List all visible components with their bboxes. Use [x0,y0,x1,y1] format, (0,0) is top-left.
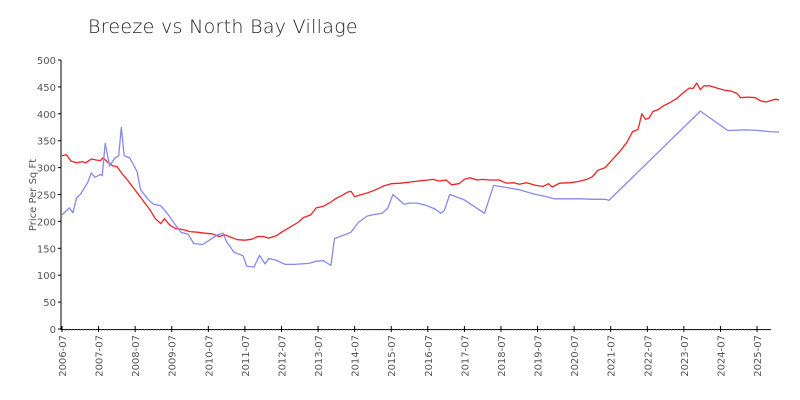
blue-series-line [61,110,780,268]
y-tick-label: 150 [37,244,56,255]
y-tick-label: 450 [37,83,56,94]
x-tick-label: 2022-07 [643,335,654,377]
x-tick-label: 2016-07 [424,335,435,377]
y-tick-label: 100 [37,271,56,282]
x-tick-label: 2008-07 [131,335,142,377]
x-tick-label: 2018-07 [497,335,508,377]
x-tick-label: 2007-07 [95,335,106,377]
x-tick-label: 2025-07 [753,335,764,377]
red-series-line [61,82,780,241]
y-axis-label: Price Per Sq Ft [28,159,39,231]
y-tick-label: 500 [37,56,56,67]
x-tick-label: 2020-07 [570,335,581,377]
x-tick-label: 2024-07 [716,335,727,377]
axes: 0 50 100 150 200 250 300 350 400 450 500 2006-07 200… [37,56,771,377]
chart-title: Breeze vs North Bay Village [88,16,358,38]
x-tick-label: 2009-07 [168,335,179,377]
x-tick-label: 2006-07 [58,335,69,377]
x-tick-label: 2013-07 [314,335,325,377]
x-tick-label: 2010-07 [204,335,215,377]
y-tick-label: 250 [37,191,56,202]
x-tick-label: 2019-07 [534,335,545,377]
x-tick-label: 2021-07 [607,335,618,377]
x-tick-label: 2017-07 [460,335,471,377]
y-tick-label: 400 [37,110,56,121]
y-tick-label: 50 [43,298,56,309]
x-tick-label: 2012-07 [277,335,288,377]
x-tick-label: 2011-07 [241,335,252,377]
y-tick-label: 200 [37,217,56,228]
y-tick-label: 300 [37,164,56,175]
y-tick-label: 0 [50,325,56,336]
x-tick-label: 2014-07 [351,335,362,377]
y-tick-label: 350 [37,137,56,148]
x-tick-label: 2023-07 [680,335,691,377]
series-layer [61,82,780,268]
x-tick-label: 2015-07 [387,335,398,377]
